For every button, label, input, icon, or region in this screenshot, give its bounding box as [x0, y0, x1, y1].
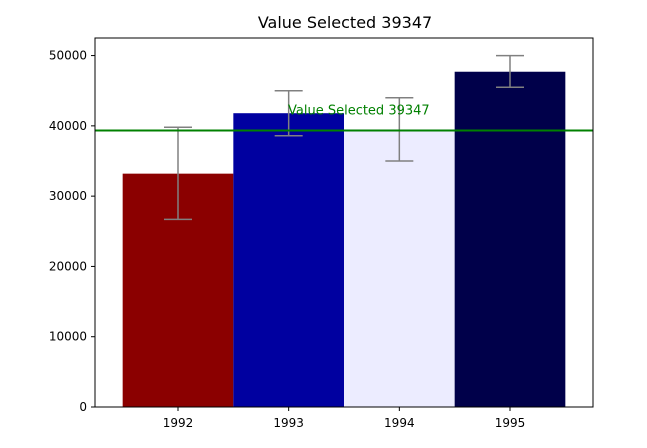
bars-layer — [122, 71, 566, 407]
y-tick-label: 50000 — [49, 49, 87, 63]
x-tick-label-1993: 1993 — [273, 416, 304, 430]
reference-line-layer: Value Selected 39347 — [95, 103, 593, 132]
y-tick-label: 20000 — [49, 259, 87, 273]
y-tick-label: 10000 — [49, 330, 87, 344]
y-tick-label: 30000 — [49, 189, 87, 203]
chart-title: Value Selected 39347 — [258, 13, 432, 32]
plot-frame — [94, 37, 594, 408]
x-tick-label-1992: 1992 — [163, 416, 194, 430]
x-tick-label-1994: 1994 — [384, 416, 415, 430]
error-bar-1993 — [274, 89, 303, 137]
error-bar-1994 — [385, 96, 414, 162]
bar-1993 — [233, 113, 344, 407]
y-tick-label: 40000 — [49, 119, 87, 133]
bar-1995 — [454, 71, 566, 407]
error-bars-layer — [164, 54, 524, 221]
x-tick-label-1995: 1995 — [495, 416, 526, 430]
error-bar-1992 — [164, 126, 192, 221]
error-bar-1995 — [496, 54, 524, 88]
bar-1994 — [344, 129, 455, 407]
reference-line-label: Value Selected 39347 — [288, 103, 430, 118]
y-tick-label: 0 — [79, 400, 87, 414]
axes-layer: 0 10000 20000 30000 40000 50000 1992 1993 1994 19… — [49, 37, 594, 430]
